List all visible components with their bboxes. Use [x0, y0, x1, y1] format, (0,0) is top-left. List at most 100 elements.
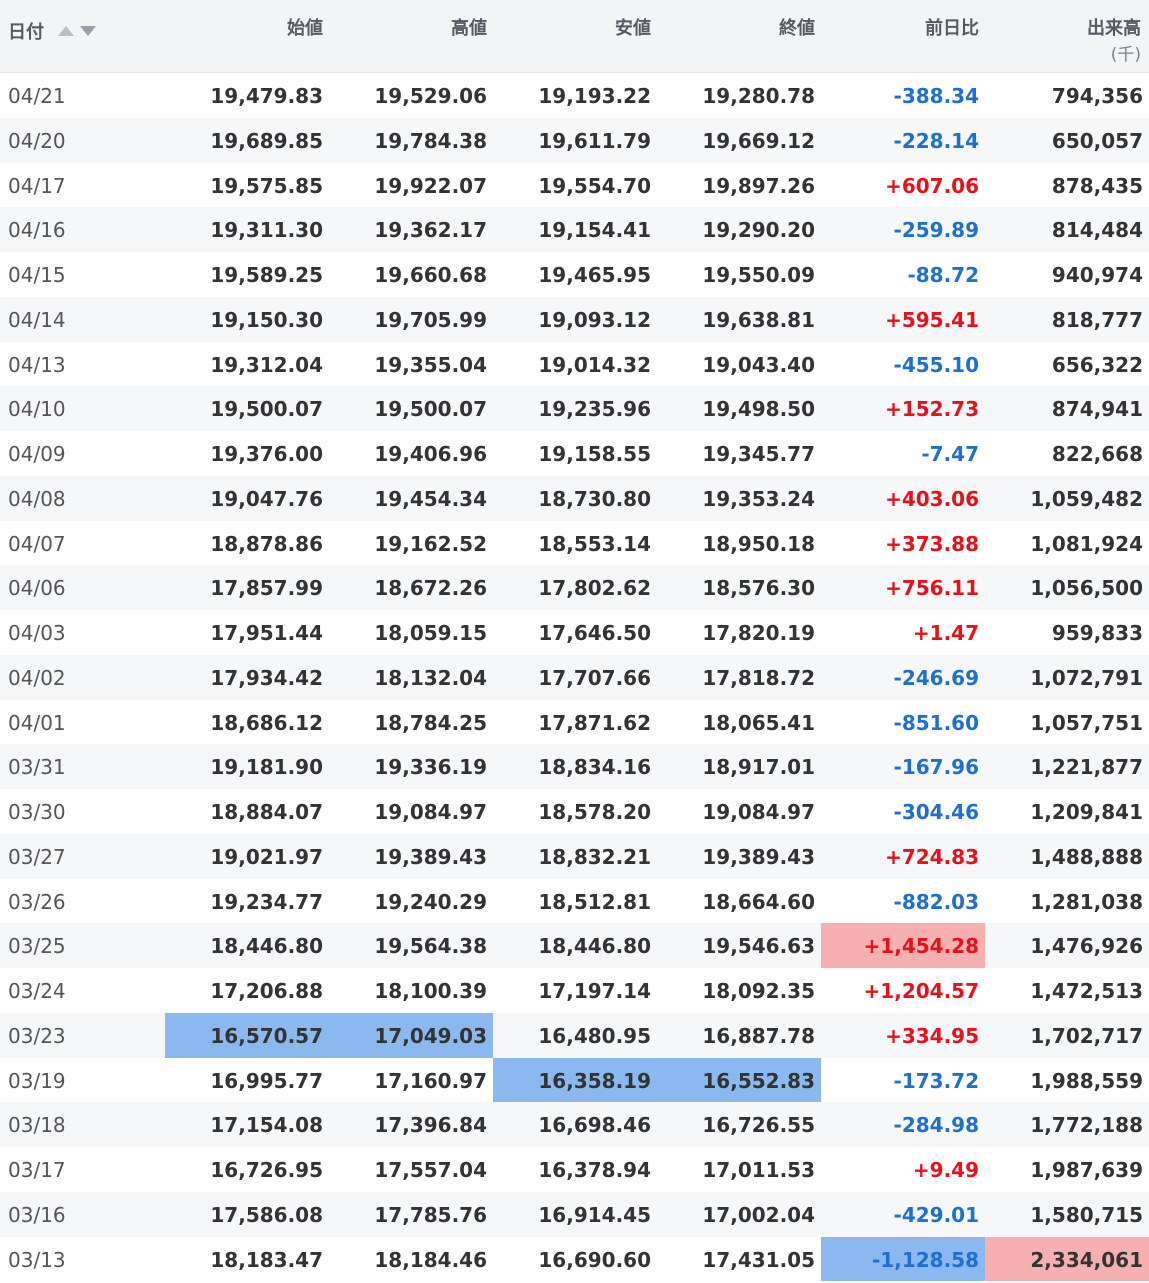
table-row: 03/18 17,154.08 17,396.84 16,698.46 16,726.5…: [0, 1102, 1149, 1147]
volume-cell: 656,322: [1051, 352, 1143, 377]
change-cell: +1,454.28: [821, 923, 985, 968]
date-cell: 04/16: [8, 218, 66, 243]
volume-cell: 1,056,500: [1030, 576, 1143, 601]
date-cell: 03/23: [8, 1023, 66, 1048]
high-cell: 19,406.96: [374, 442, 487, 466]
table-row: 04/15 19,589.25 19,660.68 19,465.95 19,550.0…: [0, 252, 1149, 297]
high-cell: 18,100.39: [374, 979, 487, 1003]
low-cell: 16,378.94: [538, 1158, 651, 1182]
change-header: 前日比: [925, 18, 979, 39]
date-cell: 04/10: [8, 397, 66, 422]
table-row: 03/17 16,726.95 17,557.04 16,378.94 17,011.5…: [0, 1147, 1149, 1192]
high-cell: 19,500.07: [374, 397, 487, 422]
date-cell: 04/06: [8, 576, 66, 601]
low-cell: 17,197.14: [538, 979, 651, 1003]
high-cell: 19,705.99: [374, 307, 487, 332]
close-cell: 18,917.01: [702, 755, 815, 780]
high-cell: 17,785.76: [374, 1202, 487, 1227]
open-cell: 18,686.12: [210, 710, 323, 735]
low-cell: 18,832.21: [538, 844, 651, 869]
close-cell: 18,950.18: [702, 531, 815, 556]
volume-unit-label: (千): [1110, 45, 1141, 65]
low-cell: 19,093.12: [538, 307, 651, 332]
change-cell: -851.60: [893, 710, 979, 735]
open-cell: 19,181.90: [210, 755, 323, 780]
open-cell: 17,934.42: [210, 665, 323, 690]
open-cell: 19,479.83: [210, 84, 323, 108]
table-row: 04/14 19,150.30 19,705.99 19,093.12 19,638.8…: [0, 296, 1149, 342]
change-cell: +1.47: [912, 621, 979, 645]
open-header: 始値: [287, 18, 323, 39]
date-cell: 04/20: [8, 128, 66, 153]
low-cell: 19,611.79: [538, 128, 651, 153]
close-cell: 17,011.53: [702, 1158, 815, 1182]
volume-cell: 1,059,482: [1030, 486, 1143, 511]
volume-cell: 1,702,717: [1030, 1023, 1143, 1048]
high-cell: 19,084.97: [374, 800, 487, 824]
change-cell: +1,204.57: [863, 979, 979, 1003]
open-cell: 19,047.76: [210, 486, 323, 511]
change-cell: -7.47: [921, 442, 979, 466]
high-cell: 19,922.07: [374, 173, 487, 198]
volume-cell: 874,941: [1051, 397, 1143, 422]
open-cell: 17,951.44: [210, 621, 323, 645]
sort-controls[interactable]: [58, 26, 96, 36]
low-cell: 16,914.45: [538, 1202, 651, 1227]
table-row: 04/21 19,479.83 19,529.06 19,193.22 19,280.7…: [0, 73, 1149, 118]
change-cell: +403.06: [885, 486, 979, 511]
high-cell: 17,557.04: [374, 1158, 487, 1182]
open-cell: 17,206.88: [210, 979, 323, 1003]
table-row: 04/03 17,951.44 18,059.15 17,646.50 17,820.1…: [0, 610, 1149, 655]
sort-ascending-icon[interactable]: [58, 26, 74, 36]
high-cell: 18,132.04: [374, 665, 487, 690]
sort-descending-icon[interactable]: [80, 26, 96, 36]
high-cell: 19,355.04: [374, 352, 487, 377]
table-header: 日付 始値 高値 安値 終値 前日比 出来高 (千): [0, 0, 1149, 73]
volume-cell: 940,974: [1051, 263, 1143, 287]
table-row: 04/20 19,689.85 19,784.38 19,611.79 19,669.1…: [0, 117, 1149, 163]
table-row: 04/08 19,047.76 19,454.34 18,730.80 19,353.2…: [0, 475, 1149, 521]
high-cell: 19,660.68: [374, 263, 487, 287]
change-cell: +595.41: [885, 307, 979, 332]
low-cell: 16,358.19: [493, 1057, 657, 1103]
low-cell: 17,646.50: [538, 621, 651, 645]
low-cell: 19,154.41: [538, 218, 651, 243]
volume-cell: 650,057: [1051, 128, 1143, 153]
date-cell: 04/02: [8, 665, 66, 690]
table-row: 04/09 19,376.00 19,406.96 19,158.55 19,345.7…: [0, 431, 1149, 476]
open-cell: 19,234.77: [210, 889, 323, 914]
volume-cell: 959,833: [1051, 621, 1143, 645]
high-cell: 19,564.38: [374, 934, 487, 959]
date-header[interactable]: 日付: [8, 18, 96, 44]
date-cell: 04/01: [8, 710, 66, 735]
open-cell: 17,586.08: [210, 1202, 323, 1227]
low-cell: 18,578.20: [538, 800, 651, 824]
low-cell: 19,014.32: [538, 352, 651, 377]
change-cell: -259.89: [893, 218, 979, 243]
change-cell: +373.88: [885, 531, 979, 556]
open-cell: 17,154.08: [210, 1113, 323, 1138]
close-cell: 17,820.19: [702, 621, 815, 645]
low-cell: 18,512.81: [538, 889, 651, 914]
table-row: 03/27 19,021.97 19,389.43 18,832.21 19,389.4…: [0, 833, 1149, 879]
close-cell: 16,887.78: [702, 1023, 815, 1048]
volume-cell: 878,435: [1051, 173, 1143, 198]
open-cell: 18,446.80: [210, 934, 323, 959]
volume-cell: 1,057,751: [1030, 710, 1143, 735]
volume-cell: 1,488,888: [1030, 844, 1143, 869]
high-cell: 19,784.38: [374, 128, 487, 153]
low-cell: 19,235.96: [538, 397, 651, 422]
date-cell: 03/25: [8, 934, 66, 959]
high-cell: 17,049.03: [329, 1012, 493, 1058]
date-cell: 03/16: [8, 1202, 66, 1227]
volume-cell: 1,772,188: [1030, 1113, 1143, 1138]
open-cell: 16,726.95: [210, 1158, 323, 1182]
change-cell: -455.10: [893, 352, 979, 377]
close-cell: 19,389.43: [702, 844, 815, 869]
high-header: 高値: [451, 18, 487, 39]
table-row: 03/23 16,570.57 17,049.03 16,480.95 16,887.7…: [0, 1012, 1149, 1058]
change-cell: -88.72: [907, 263, 979, 287]
close-cell: 19,669.12: [702, 128, 815, 153]
date-cell: 03/19: [8, 1068, 66, 1093]
change-cell: -246.69: [893, 665, 979, 690]
